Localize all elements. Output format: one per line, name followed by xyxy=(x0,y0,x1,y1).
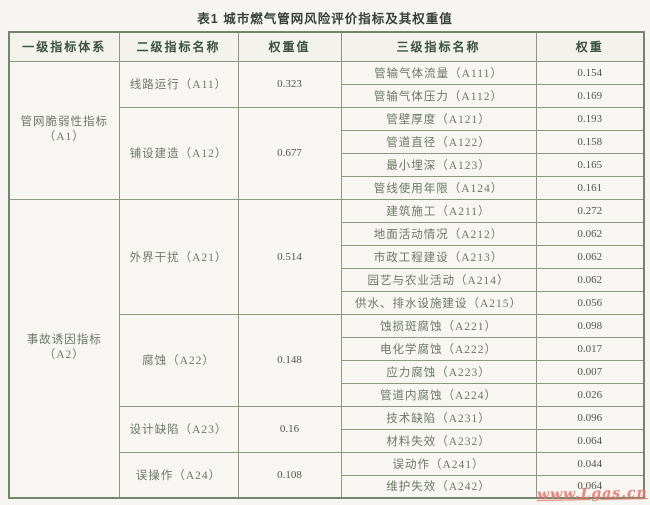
level3-weight-cell: 0.064 xyxy=(535,474,645,499)
table-row: 维护失效（A242） 0.064 xyxy=(9,474,645,499)
table-row: 管道内腐蚀（A224） 0.026 xyxy=(9,382,645,407)
level3-indicator-cell: 地面活动情况（A212） xyxy=(340,221,537,246)
level2-indicator-cell: 线路运行（A11） xyxy=(118,60,239,108)
level3-weight-cell: 0.062 xyxy=(535,244,645,269)
level3-indicator-cell: 电化学腐蚀（A222） xyxy=(340,336,537,361)
table-row: 市政工程建设（A213） 0.062 xyxy=(9,244,645,269)
table-row: 管线使用年限（A124） 0.161 xyxy=(9,175,645,200)
level3-indicator-cell: 管输气体压力（A112） xyxy=(340,83,537,108)
header-level3-name: 三级指标名称 xyxy=(340,31,537,62)
level3-weight-cell: 0.062 xyxy=(535,267,645,292)
level3-indicator-cell: 管道直径（A122） xyxy=(340,129,537,154)
level3-indicator-cell: 材料失效（A232） xyxy=(340,428,537,453)
table-row: 园艺与农业活动（A214） 0.062 xyxy=(9,267,645,292)
table-row: 供水、排水设施建设（A215） 0.056 xyxy=(9,290,645,315)
table-row: 腐蚀（A22） 0.148 蚀损斑腐蚀（A221） 0.098 xyxy=(9,313,645,407)
level3-weight-cell: 0.165 xyxy=(535,152,645,177)
level2-indicator-cell: 腐蚀（A22） xyxy=(118,313,239,407)
level3-weight-cell: 0.096 xyxy=(535,405,645,430)
level3-weight-cell: 0.017 xyxy=(535,336,645,361)
level2-indicator-cell: 铺设建造（A12） xyxy=(118,106,239,200)
level3-indicator-cell: 建筑施工（A211） xyxy=(340,198,537,223)
table-row: 电化学腐蚀（A222） 0.017 xyxy=(9,336,645,361)
level2-weight-cell: 0.677 xyxy=(237,106,342,200)
level3-weight-cell: 0.169 xyxy=(535,83,645,108)
table-row: 管输气体压力（A112） 0.169 xyxy=(9,83,645,108)
level3-indicator-cell: 蚀损斑腐蚀（A221） xyxy=(340,313,537,338)
level3-indicator-cell: 技术缺陷（A231） xyxy=(340,405,537,430)
website-watermark: www.Lgas.cn xyxy=(537,485,649,503)
level3-indicator-cell: 最小埋深（A123） xyxy=(340,152,537,177)
level3-weight-cell: 0.007 xyxy=(535,359,645,384)
level2-weight-cell: 0.323 xyxy=(237,60,342,108)
level3-indicator-cell: 园艺与农业活动（A214） xyxy=(340,267,537,292)
level3-weight-cell: 0.193 xyxy=(535,106,645,131)
level2-weight-cell: 0.16 xyxy=(237,405,342,453)
header-level1-system: 一级指标体系 xyxy=(8,31,120,62)
level2-indicator-cell: 外界干扰（A21） xyxy=(118,198,239,315)
level3-weight-cell: 0.154 xyxy=(535,60,645,85)
level3-indicator-cell: 应力腐蚀（A223） xyxy=(340,359,537,384)
level1-name: 事故诱因指标 xyxy=(26,334,102,347)
level2-weight-cell: 0.148 xyxy=(237,313,342,407)
level1-name: 管网脆弱性指标 xyxy=(20,116,108,128)
level3-indicator-cell: 管输气体流量（A111） xyxy=(340,60,537,85)
level3-indicator-cell: 维护失效（A242） xyxy=(340,474,537,499)
header-weight: 权重 xyxy=(535,31,645,62)
level3-weight-cell: 0.044 xyxy=(535,451,645,476)
table-row: 材料失效（A232） 0.064 xyxy=(9,428,645,453)
level2-indicator-cell: 设计缺陷（A23） xyxy=(118,405,239,453)
level3-weight-cell: 0.062 xyxy=(535,221,645,246)
table-row: 管道直径（A122） 0.158 xyxy=(9,129,645,154)
table-row: 铺设建造（A12） 0.677 管壁厚度（A121） 0.193 xyxy=(9,106,645,200)
level3-weight-cell: 0.064 xyxy=(535,428,645,453)
level2-weight-cell: 0.514 xyxy=(237,198,342,315)
table-body: 管网脆弱性指标 （A1） 线路运行（A11） 0.323 管输气体流量（A111） 0.1… xyxy=(8,60,645,499)
level3-indicator-cell: 供水、排水设施建设（A215） xyxy=(340,290,537,315)
level2-indicator-cell: 误操作（A24） xyxy=(118,451,239,499)
table-row: 管网脆弱性指标 （A1） 线路运行（A11） 0.323 管输气体流量（A111） 0.1… xyxy=(8,60,645,200)
level3-indicator-cell: 管道内腐蚀（A224） xyxy=(340,382,537,407)
level3-weight-cell: 0.272 xyxy=(535,198,645,223)
level3-indicator-cell: 市政工程建设（A213） xyxy=(340,244,537,269)
table-header-row: 一级指标体系 二级指标名称 权重值 三级指标名称 权重 xyxy=(8,31,645,62)
level3-weight-cell: 0.026 xyxy=(535,382,645,407)
level3-indicator-cell: 管壁厚度（A121） xyxy=(340,106,537,131)
level1-indicator-cell: 事故诱因指标 （A2） xyxy=(8,198,120,499)
level3-weight-cell: 0.158 xyxy=(535,129,645,154)
risk-indicator-table: 一级指标体系 二级指标名称 权重值 三级指标名称 权重 管网脆弱性指标 （A1） 线… xyxy=(8,31,645,499)
level3-weight-cell: 0.056 xyxy=(535,290,645,315)
table-row: 事故诱因指标 （A2） 外界干扰（A21） 0.514 建筑施工（A211） 0.272 xyxy=(8,198,645,499)
level2-weight-cell: 0.108 xyxy=(237,451,342,499)
level3-indicator-cell: 误动作（A241） xyxy=(340,451,537,476)
header-weight-value: 权重值 xyxy=(237,31,342,62)
level1-code: （A2） xyxy=(43,349,85,362)
table-row: 最小埋深（A123） 0.165 xyxy=(9,152,645,177)
level3-indicator-cell: 管线使用年限（A124） xyxy=(340,175,537,200)
level3-weight-cell: 0.098 xyxy=(535,313,645,338)
header-level2-name: 二级指标名称 xyxy=(118,31,239,62)
table-title: 表1 城市燃气管网风险评价指标及其权重值 xyxy=(197,12,453,26)
level1-code: （A1） xyxy=(43,131,85,143)
table-row: 地面活动情况（A212） 0.062 xyxy=(9,221,645,246)
level3-weight-cell: 0.161 xyxy=(535,175,645,200)
level1-indicator-cell: 管网脆弱性指标 （A1） xyxy=(8,60,120,200)
